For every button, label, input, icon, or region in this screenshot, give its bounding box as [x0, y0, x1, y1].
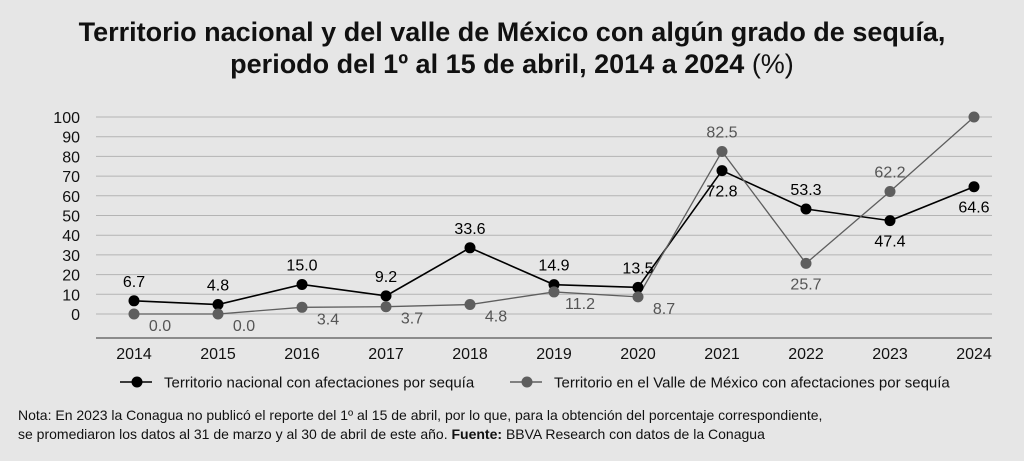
chart-title-unit: (%) [751, 49, 794, 79]
data-label: 33.6 [454, 221, 485, 238]
data-point [296, 301, 308, 313]
y-axis-ticks: 0 10 20 30 40 50 60 70 80 90 100 [53, 110, 80, 324]
data-point [716, 165, 728, 177]
data-point [632, 281, 644, 293]
data-label: 82.5 [706, 124, 737, 141]
data-label: 9.2 [375, 269, 397, 286]
data-point [884, 185, 896, 197]
y-tick-label: 10 [62, 287, 80, 304]
data-point [464, 299, 476, 311]
data-point [800, 257, 812, 269]
y-tick-label: 40 [62, 228, 80, 245]
data-label: 62.2 [874, 164, 905, 181]
legend: Territorio nacional con afectaciones por… [120, 375, 950, 392]
data-point [296, 278, 308, 290]
y-tick-label: 60 [62, 189, 80, 206]
data-point [968, 181, 980, 193]
data-point [464, 242, 476, 254]
data-label: 15.0 [286, 257, 317, 274]
data-label: 25.7 [790, 276, 821, 293]
x-axis-ticks: 2014 2015 2016 2017 2018 2019 2020 2021 2022 2023… [116, 346, 992, 363]
grid-lines [96, 116, 992, 339]
data-labels: 6.7 4.8 15.0 9.2 33.6 14.9 13.5 72.8 53.3 47.4 64.… [123, 124, 990, 335]
y-tick-label: 20 [62, 268, 80, 285]
data-label: 72.8 [706, 184, 737, 201]
data-label: 3.7 [401, 311, 423, 328]
data-point [128, 295, 140, 307]
data-label: 53.3 [790, 182, 821, 199]
data-point [128, 308, 140, 320]
source-text: BBVA Research con datos de la Conagua [505, 426, 765, 442]
chart-title: Territorio nacional y del valle de Méxic… [0, 16, 1024, 80]
data-point [380, 290, 392, 302]
data-label: 14.9 [538, 258, 569, 275]
data-label: 0.0 [149, 318, 171, 335]
legend-marker [521, 376, 533, 388]
y-tick-label: 70 [62, 169, 80, 186]
y-tick-label: 50 [62, 209, 80, 226]
data-label: 6.7 [123, 274, 145, 291]
x-tick-label: 2015 [200, 346, 236, 363]
x-tick-label: 2016 [284, 346, 320, 363]
data-label: 11.2 [565, 296, 595, 313]
series-points [128, 111, 980, 320]
y-tick-label: 100 [53, 110, 80, 127]
chart-title-line2: periodo del 1º al 15 de abril, 2014 a 20… [0, 48, 1024, 80]
x-tick-label: 2022 [788, 346, 824, 363]
data-label: 8.7 [653, 301, 675, 318]
data-point [380, 301, 392, 313]
data-point [212, 299, 224, 311]
x-tick-label: 2014 [116, 346, 152, 363]
data-label: 13.5 [622, 260, 653, 277]
data-point [968, 111, 980, 123]
source-label: Fuente: [451, 426, 503, 442]
x-tick-label: 2023 [872, 346, 908, 363]
data-point [212, 308, 224, 320]
data-label: 3.4 [317, 311, 339, 328]
footnote-line2: se promediaron los datos al 31 de marzo … [18, 425, 1008, 444]
data-point [800, 203, 812, 215]
x-tick-label: 2021 [704, 346, 740, 363]
x-tick-label: 2018 [452, 346, 488, 363]
footnote: Nota: En 2023 la Conagua no publicó el r… [18, 406, 1008, 444]
data-label: 4.8 [485, 309, 507, 326]
y-tick-label: 80 [62, 149, 80, 166]
x-tick-label: 2019 [536, 346, 572, 363]
data-point [632, 291, 644, 303]
y-tick-label: 30 [62, 248, 80, 265]
x-tick-label: 2020 [620, 346, 656, 363]
chart-title-line1: Territorio nacional y del valle de Méxic… [78, 17, 946, 47]
legend-marker [131, 376, 143, 388]
legend-label: Territorio en el Valle de México con afe… [554, 375, 950, 392]
y-tick-label: 0 [71, 307, 80, 324]
x-tick-label: 2017 [368, 346, 404, 363]
footnote-line1: Nota: En 2023 la Conagua no publicó el r… [18, 407, 823, 423]
data-label: 64.6 [958, 200, 989, 217]
x-tick-label: 2024 [956, 346, 992, 363]
chart-title-line2-text: periodo del 1º al 15 de abril, 2014 a 20… [230, 49, 745, 79]
footnote-text2: se promediaron los datos al 31 de marzo … [18, 426, 448, 442]
data-point [548, 286, 560, 298]
data-label: 47.4 [874, 234, 905, 251]
data-label: 0.0 [233, 318, 255, 335]
data-label: 4.8 [207, 278, 229, 295]
y-tick-label: 90 [62, 130, 80, 147]
data-point [716, 145, 728, 157]
data-point [884, 215, 896, 227]
legend-label: Territorio nacional con afectaciones por… [164, 375, 475, 392]
